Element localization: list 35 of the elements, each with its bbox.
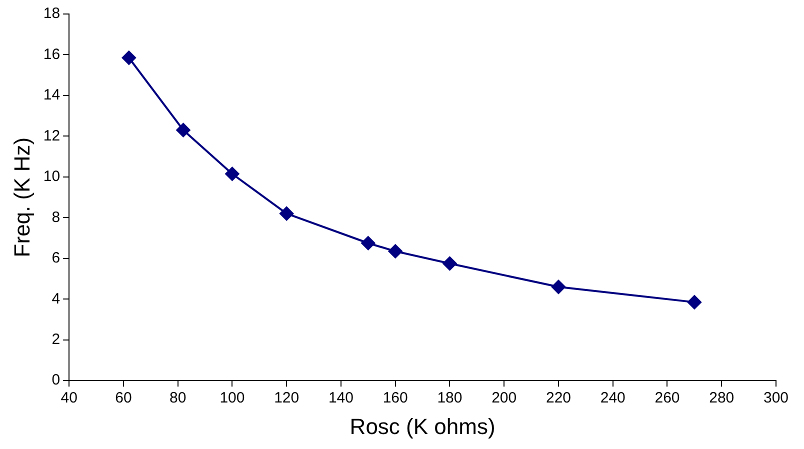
point (388, 244, 402, 258)
y-axis-title: Freq. (K Hz) (9, 137, 34, 258)
point (442, 256, 457, 270)
x-tick-label: 160 (382, 390, 408, 407)
point (280, 206, 294, 221)
x-tick-label: 140 (328, 390, 354, 407)
point (551, 280, 566, 294)
y-tick-label: 18 (43, 5, 60, 22)
y-tick-label: 16 (43, 46, 60, 63)
y-tick-label: 10 (43, 168, 60, 186)
y-tick-label: 2 (52, 331, 60, 348)
y-tick-label: 8 (52, 208, 60, 226)
point (225, 166, 240, 181)
point (361, 236, 376, 250)
y-tick-label: 6 (52, 250, 60, 267)
x-tick-label: 280 (709, 390, 734, 407)
x-tick-label: 60 (115, 390, 132, 407)
point (122, 50, 136, 65)
x-tick-label: 200 (492, 390, 517, 407)
x-tick-label: 100 (220, 390, 245, 407)
x-tick-label: 240 (600, 390, 626, 407)
x-tick-label: 260 (654, 390, 680, 407)
x-tick-label: 80 (169, 390, 186, 407)
x-tick-label: 300 (763, 390, 789, 407)
y-tick-label: 14 (43, 86, 60, 104)
x-tick-label: 120 (274, 390, 300, 407)
y-tick-label: 4 (52, 290, 60, 308)
y-tick-label: 0 (52, 372, 60, 389)
x-tick-label: 40 (60, 390, 78, 407)
x-tick-label: 220 (546, 390, 572, 407)
point (176, 123, 190, 138)
x-axis-title: Rosc (K ohms) (350, 414, 496, 439)
x-tick-label: 180 (437, 390, 462, 407)
point (687, 295, 702, 310)
y-tick-label: 12 (43, 127, 60, 144)
